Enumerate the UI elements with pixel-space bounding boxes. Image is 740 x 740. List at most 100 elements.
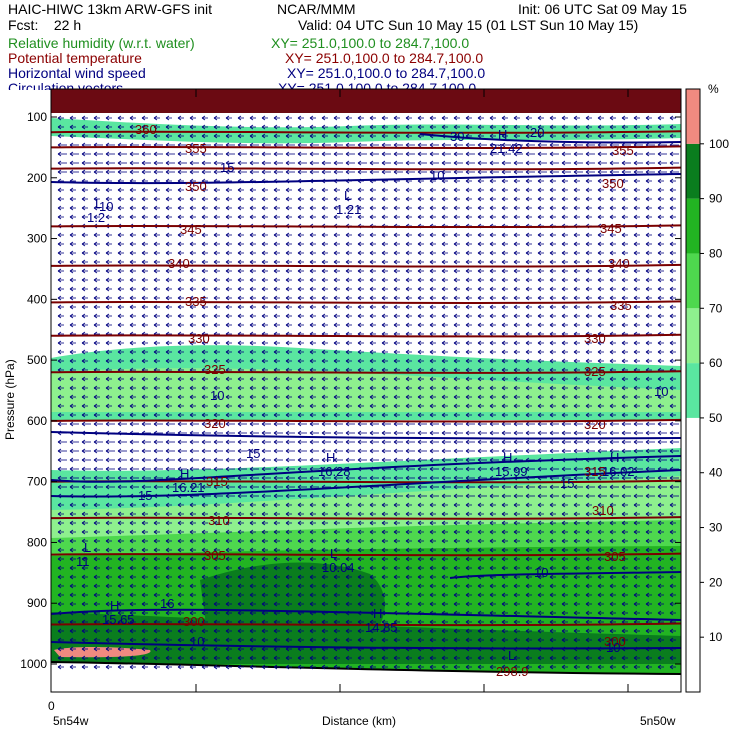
vector-arrowhead: [225, 160, 230, 166]
vector-arrowhead: [81, 115, 86, 121]
vector-arrowhead: [381, 142, 386, 148]
vector-arrowhead: [69, 259, 74, 265]
vector-arrowhead: [453, 286, 458, 292]
vector-arrowhead: [141, 232, 146, 238]
vector-arrowhead: [405, 295, 410, 301]
vector-arrowhead: [501, 151, 506, 157]
vector-arrowhead: [513, 304, 518, 310]
vector-arrowhead: [57, 196, 62, 202]
vector-arrowhead: [93, 277, 98, 283]
vector-arrowhead: [549, 295, 554, 301]
vector-arrowhead: [237, 304, 242, 310]
vector-arrowhead: [261, 250, 266, 256]
vector-arrowhead: [213, 259, 218, 265]
vector-arrowhead: [657, 214, 662, 220]
vector-arrowhead: [201, 277, 206, 283]
vector-arrowhead: [165, 304, 170, 310]
vector-arrowhead: [57, 277, 62, 283]
vector-arrowhead: [369, 196, 374, 202]
vector-arrowhead: [465, 277, 470, 283]
vector-arrowhead: [645, 178, 650, 184]
vector-arrowhead: [345, 151, 350, 157]
vector-arrowhead: [453, 268, 458, 274]
vector-arrowhead: [441, 160, 446, 166]
vector-arrowhead: [189, 277, 194, 283]
vector-arrowhead: [621, 304, 626, 310]
vector-arrowhead: [237, 115, 242, 121]
vector-arrowhead: [261, 151, 266, 157]
vector-arrowhead: [57, 286, 62, 292]
vector-arrowhead: [213, 241, 218, 247]
rh-shade-region-4: [51, 368, 681, 412]
vector-arrowhead: [153, 205, 158, 211]
vector-arrowhead: [585, 178, 590, 184]
vector-arrowhead: [501, 205, 506, 211]
vector-arrowhead: [477, 313, 482, 319]
vector-arrowhead: [501, 259, 506, 265]
vector-arrowhead: [213, 187, 218, 193]
vector-arrowhead: [657, 124, 662, 130]
vector-arrowhead: [465, 205, 470, 211]
vector-arrowhead: [189, 241, 194, 247]
vector-arrowhead: [549, 313, 554, 319]
vector-arrowhead: [477, 169, 482, 175]
vector-arrowhead: [249, 232, 254, 238]
vector-arrowhead: [285, 160, 290, 166]
vector-arrowhead: [381, 250, 386, 256]
vector-arrowhead: [489, 295, 494, 301]
vector-arrowhead: [441, 295, 446, 301]
vector-arrowhead: [189, 304, 194, 310]
vector-arrowhead: [93, 214, 98, 220]
vector-arrowhead: [165, 205, 170, 211]
vector-arrowhead: [417, 232, 422, 238]
vector-arrowhead: [501, 160, 506, 166]
vector-arrowhead: [57, 205, 62, 211]
vector-arrowhead: [237, 169, 242, 175]
vector-arrowhead: [465, 178, 470, 184]
vector-arrowhead: [105, 133, 110, 139]
vector-arrowhead: [81, 232, 86, 238]
vector-arrowhead: [357, 133, 362, 139]
vector-arrowhead: [153, 187, 158, 193]
vector-arrowhead: [345, 205, 350, 211]
vector-arrowhead: [369, 232, 374, 238]
vector-arrowhead: [549, 169, 554, 175]
vector-arrowhead: [513, 196, 518, 202]
vector-arrowhead: [429, 151, 434, 157]
vector-arrowhead: [249, 133, 254, 139]
vector-arrowhead: [573, 196, 578, 202]
vector-arrowhead: [273, 169, 278, 175]
vector-arrowhead: [609, 232, 614, 238]
vector-arrowhead: [573, 250, 578, 256]
vector-arrowhead: [261, 205, 266, 211]
vector-arrowhead: [309, 241, 314, 247]
vector-arrowhead: [669, 259, 674, 265]
vector-arrowhead: [657, 151, 662, 157]
vector-arrowhead: [153, 277, 158, 283]
vector-arrowhead: [225, 259, 230, 265]
vector-arrowhead: [333, 205, 338, 211]
vector-arrowhead: [381, 259, 386, 265]
vector-arrowhead: [669, 277, 674, 283]
vector-arrowhead: [537, 142, 542, 148]
vector-arrowhead: [297, 160, 302, 166]
vector-arrowhead: [357, 205, 362, 211]
vector-arrowhead: [129, 277, 134, 283]
vector-arrowhead: [201, 124, 206, 130]
vector-arrowhead: [609, 277, 614, 283]
vector-arrowhead: [633, 259, 638, 265]
vector-arrowhead: [69, 286, 74, 292]
vector-arrowhead: [93, 241, 98, 247]
vector-arrowhead: [597, 268, 602, 274]
vector-arrowhead: [669, 250, 674, 256]
vector-arrowhead: [393, 169, 398, 175]
vector-arrowhead: [261, 133, 266, 139]
vector-arrowhead: [357, 304, 362, 310]
vector-arrowhead: [585, 205, 590, 211]
vector-arrowhead: [69, 268, 74, 274]
vector-arrowhead: [573, 259, 578, 265]
field-vectors-name: Circulation vectors: [8, 80, 124, 90]
vector-arrowhead: [297, 268, 302, 274]
vector-arrowhead: [117, 196, 122, 202]
vector-arrowhead: [561, 277, 566, 283]
